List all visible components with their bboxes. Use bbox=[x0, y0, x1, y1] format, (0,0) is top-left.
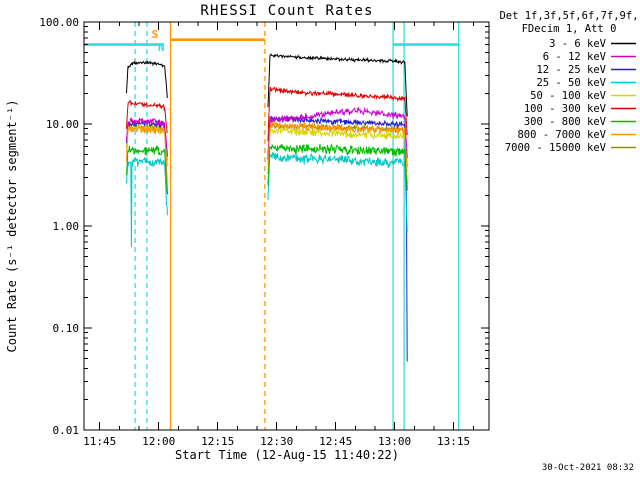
series-trace-6-12-kev-seg1 bbox=[126, 117, 168, 157]
legend-entry-label-100-300-kev: 100 - 300 keV bbox=[524, 103, 607, 115]
series-trace-300-800-kev-seg1 bbox=[126, 145, 168, 194]
x-tick-label: 12:00 bbox=[142, 435, 175, 448]
series-trace-12-25-kev-seg2 bbox=[267, 115, 408, 362]
legend-entry-label-6-12-kev: 6 - 12 keV bbox=[543, 51, 607, 63]
legend-entry-label-12-25-kev: 12 - 25 keV bbox=[536, 64, 606, 76]
series-trace-50-100-kev-seg2 bbox=[267, 124, 408, 172]
series-trace-25-50-kev-seg1 bbox=[126, 156, 168, 248]
flag-label-s: S bbox=[152, 28, 159, 41]
x-tick-label: 12:15 bbox=[201, 435, 234, 448]
series-trace-300-800-kev-seg2 bbox=[267, 143, 408, 191]
x-tick-label: 13:00 bbox=[378, 435, 411, 448]
x-tick-label: 13:15 bbox=[437, 435, 470, 448]
legend-entry-label-7000-15000-kev: 7000 - 15000 keV bbox=[505, 142, 607, 154]
series-trace-6-12-kev-seg2 bbox=[267, 106, 408, 159]
legend-entry-label-300-800-kev: 300 - 800 keV bbox=[524, 116, 607, 128]
x-tick-label: 11:45 bbox=[83, 435, 116, 448]
y-tick-label: 10.00 bbox=[46, 118, 79, 131]
y-axis-label: Count Rate (s⁻¹ detector segment⁻¹) bbox=[5, 100, 19, 353]
flag-label-n: N bbox=[158, 41, 165, 54]
series-trace-800-7000-kev-seg2 bbox=[267, 120, 408, 185]
series-trace-100-300-kev-seg1 bbox=[126, 99, 168, 134]
y-tick-label: 100.00 bbox=[39, 16, 79, 29]
series-trace-3-6-kev-seg2 bbox=[267, 53, 408, 117]
series-trace-25-50-kev-seg2 bbox=[267, 152, 408, 233]
legend-entry-label-25-50-kev: 25 - 50 keV bbox=[536, 77, 606, 89]
y-tick-label: 1.00 bbox=[53, 220, 80, 233]
legend-header-detectors: Det 1f,3f,5f,6f,7f,9f, bbox=[499, 10, 638, 22]
x-tick-label: 12:30 bbox=[260, 435, 293, 448]
x-axis-label: Start Time (12-Aug-15 11:40:22) bbox=[175, 448, 399, 462]
legend-entry-label-50-100-kev: 50 - 100 keV bbox=[530, 90, 607, 102]
x-tick-label: 12:45 bbox=[319, 435, 352, 448]
plot-frame bbox=[83, 21, 490, 431]
creation-timestamp: 30-Oct-2021 08:32 bbox=[542, 463, 634, 473]
y-tick-label: 0.10 bbox=[53, 322, 80, 335]
series-trace-3-6-kev-seg1 bbox=[126, 60, 168, 98]
series-trace-100-300-kev-seg2 bbox=[267, 86, 408, 142]
series-trace-800-7000-kev-seg1 bbox=[126, 124, 168, 187]
legend-header-decimation: FDecim 1, Att 0 bbox=[522, 23, 617, 35]
chart-title: RHESSI Count Rates bbox=[200, 3, 373, 19]
legend-entry-label-3-6-kev: 3 - 6 keV bbox=[549, 38, 607, 50]
legend-entry-label-800-7000-kev: 800 - 7000 keV bbox=[517, 129, 606, 141]
y-tick-label: 0.01 bbox=[53, 424, 80, 437]
traces-layer bbox=[126, 53, 408, 362]
axes-layer: 11:45 12:00 12:15 12:30 12:45 13:00 13:15 0.01 0… bbox=[39, 16, 490, 448]
flags-layer: SN bbox=[84, 22, 460, 430]
